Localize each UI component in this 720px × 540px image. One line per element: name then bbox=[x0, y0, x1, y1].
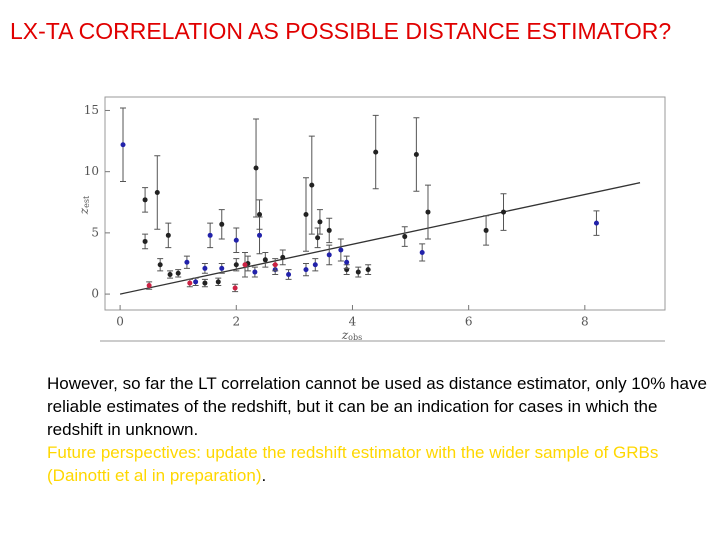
x-axis-label: zobs bbox=[341, 328, 362, 343]
point bbox=[219, 265, 225, 271]
point bbox=[413, 152, 419, 158]
point bbox=[326, 227, 332, 233]
y-label-sub: est bbox=[82, 195, 91, 208]
x-tick-label: 4 bbox=[349, 315, 357, 329]
point bbox=[309, 182, 315, 188]
point bbox=[202, 265, 208, 271]
plot-frame bbox=[104, 96, 666, 311]
point bbox=[286, 272, 292, 277]
point bbox=[232, 285, 238, 291]
fit-line bbox=[119, 182, 641, 295]
point bbox=[142, 197, 148, 203]
x-tick-label: 2 bbox=[232, 315, 240, 329]
body-text: However, so far the LT correlation canno… bbox=[47, 372, 707, 487]
point bbox=[338, 247, 344, 253]
point bbox=[184, 259, 190, 265]
point bbox=[317, 219, 323, 225]
y-tick-label: 10 bbox=[84, 164, 99, 178]
point bbox=[280, 254, 286, 260]
y-axis-label: zest bbox=[77, 195, 92, 215]
point bbox=[303, 212, 309, 218]
point bbox=[215, 279, 221, 285]
point bbox=[207, 232, 213, 238]
point bbox=[425, 209, 431, 215]
point bbox=[193, 279, 199, 285]
point bbox=[272, 262, 278, 268]
point bbox=[142, 238, 148, 244]
y-label-main: z bbox=[77, 207, 91, 215]
y-tick-label: 15 bbox=[84, 103, 99, 117]
slide-title: LX-TA CORRELATION AS POSSIBLE DISTANCE E… bbox=[10, 18, 672, 44]
point bbox=[257, 212, 263, 218]
end-text: . bbox=[261, 466, 267, 485]
point bbox=[157, 262, 163, 268]
point bbox=[419, 249, 425, 255]
point bbox=[146, 283, 152, 289]
paragraph: However, so far the LT correlation canno… bbox=[47, 374, 707, 439]
point bbox=[252, 269, 258, 275]
point bbox=[242, 262, 248, 268]
point bbox=[253, 165, 259, 171]
point bbox=[202, 280, 208, 286]
y-tick-label: 5 bbox=[91, 225, 99, 239]
point bbox=[303, 267, 309, 273]
y-tick-label: 0 bbox=[91, 287, 99, 301]
point bbox=[167, 272, 173, 277]
point bbox=[483, 227, 489, 233]
point bbox=[344, 259, 350, 265]
point bbox=[326, 252, 332, 258]
point bbox=[365, 267, 371, 273]
x-tick-label: 6 bbox=[465, 315, 473, 329]
x-tick-label: 0 bbox=[116, 315, 124, 329]
point bbox=[233, 237, 239, 243]
point bbox=[233, 262, 239, 268]
x-label-sub: obs bbox=[348, 333, 362, 342]
point bbox=[315, 235, 321, 241]
point bbox=[120, 142, 126, 148]
paragraph: Future perspectives: update the redshift… bbox=[47, 441, 707, 487]
point bbox=[593, 220, 599, 226]
point bbox=[262, 257, 268, 263]
point bbox=[219, 221, 225, 227]
point bbox=[187, 280, 193, 286]
point bbox=[312, 262, 318, 268]
point bbox=[355, 269, 361, 275]
point bbox=[501, 209, 507, 215]
point bbox=[165, 232, 171, 238]
x-tick-label: 8 bbox=[581, 315, 589, 329]
point bbox=[257, 232, 263, 238]
point bbox=[373, 149, 379, 155]
point bbox=[154, 189, 160, 195]
point bbox=[402, 234, 408, 240]
highlight-text: Future perspectives: update the redshift… bbox=[47, 443, 659, 485]
point bbox=[175, 270, 181, 276]
x-label-main: z bbox=[341, 328, 349, 342]
